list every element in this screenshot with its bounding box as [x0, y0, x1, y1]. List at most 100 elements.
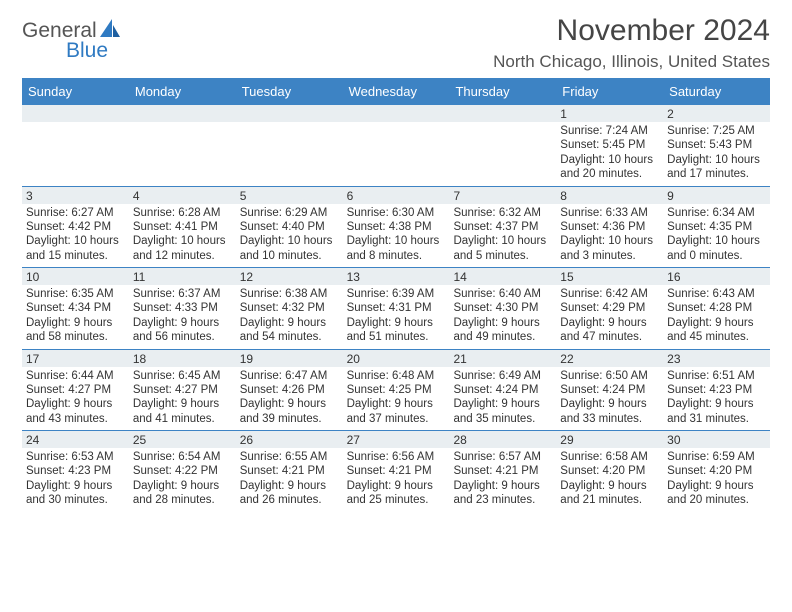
day-header-sun: Sunday — [22, 80, 129, 104]
logo: General Blue — [22, 14, 121, 61]
day-cell — [236, 105, 343, 186]
daylight-text: Daylight: 10 hours — [560, 153, 659, 167]
sunset-text: Sunset: 4:21 PM — [453, 464, 552, 478]
sunrise-text: Sunrise: 6:37 AM — [133, 287, 232, 301]
sunrise-text: Sunrise: 6:32 AM — [453, 206, 552, 220]
week-row: 1Sunrise: 7:24 AMSunset: 5:45 PMDaylight… — [22, 104, 770, 186]
sunrise-text: Sunrise: 6:38 AM — [240, 287, 339, 301]
sunrise-text: Sunrise: 6:30 AM — [347, 206, 446, 220]
daylight-text: Daylight: 9 hours — [26, 316, 125, 330]
day-content: Sunrise: 6:49 AMSunset: 4:24 PMDaylight:… — [449, 367, 556, 431]
day-header-mon: Monday — [129, 80, 236, 104]
daylight-text-2: and 25 minutes. — [347, 493, 446, 507]
day-content — [343, 122, 450, 182]
sunrise-text: Sunrise: 6:56 AM — [347, 450, 446, 464]
sunset-text: Sunset: 4:22 PM — [133, 464, 232, 478]
day-number: 2 — [663, 105, 770, 122]
daylight-text-2: and 39 minutes. — [240, 412, 339, 426]
day-cell: 21Sunrise: 6:49 AMSunset: 4:24 PMDayligh… — [449, 350, 556, 431]
daylight-text-2: and 41 minutes. — [133, 412, 232, 426]
daylight-text: Daylight: 10 hours — [667, 153, 766, 167]
day-content: Sunrise: 6:59 AMSunset: 4:20 PMDaylight:… — [663, 448, 770, 512]
day-content: Sunrise: 6:57 AMSunset: 4:21 PMDaylight:… — [449, 448, 556, 512]
daylight-text: Daylight: 9 hours — [347, 397, 446, 411]
daylight-text: Daylight: 9 hours — [667, 316, 766, 330]
day-cell: 6Sunrise: 6:30 AMSunset: 4:38 PMDaylight… — [343, 187, 450, 268]
daylight-text-2: and 56 minutes. — [133, 330, 232, 344]
daylight-text: Daylight: 9 hours — [347, 479, 446, 493]
day-cell: 26Sunrise: 6:55 AMSunset: 4:21 PMDayligh… — [236, 431, 343, 512]
daylight-text: Daylight: 10 hours — [133, 234, 232, 248]
day-number: 15 — [556, 268, 663, 285]
sunset-text: Sunset: 4:27 PM — [26, 383, 125, 397]
day-number — [22, 105, 129, 122]
daylight-text: Daylight: 9 hours — [453, 316, 552, 330]
daylight-text: Daylight: 9 hours — [133, 316, 232, 330]
sunrise-text: Sunrise: 6:50 AM — [560, 369, 659, 383]
sunset-text: Sunset: 4:26 PM — [240, 383, 339, 397]
daylight-text: Daylight: 10 hours — [560, 234, 659, 248]
day-number: 1 — [556, 105, 663, 122]
sunrise-text: Sunrise: 6:57 AM — [453, 450, 552, 464]
sunset-text: Sunset: 4:30 PM — [453, 301, 552, 315]
day-content: Sunrise: 6:35 AMSunset: 4:34 PMDaylight:… — [22, 285, 129, 349]
day-content: Sunrise: 6:48 AMSunset: 4:25 PMDaylight:… — [343, 367, 450, 431]
day-number: 27 — [343, 431, 450, 448]
day-cell: 29Sunrise: 6:58 AMSunset: 4:20 PMDayligh… — [556, 431, 663, 512]
daylight-text-2: and 3 minutes. — [560, 249, 659, 263]
day-number: 24 — [22, 431, 129, 448]
sunset-text: Sunset: 4:40 PM — [240, 220, 339, 234]
day-number — [236, 105, 343, 122]
daylight-text-2: and 12 minutes. — [133, 249, 232, 263]
sunrise-text: Sunrise: 6:54 AM — [133, 450, 232, 464]
daylight-text: Daylight: 9 hours — [26, 397, 125, 411]
sunrise-text: Sunrise: 6:35 AM — [26, 287, 125, 301]
day-number: 18 — [129, 350, 236, 367]
day-cell: 20Sunrise: 6:48 AMSunset: 4:25 PMDayligh… — [343, 350, 450, 431]
sunrise-text: Sunrise: 6:47 AM — [240, 369, 339, 383]
day-number: 21 — [449, 350, 556, 367]
sunset-text: Sunset: 4:24 PM — [453, 383, 552, 397]
day-cell: 1Sunrise: 7:24 AMSunset: 5:45 PMDaylight… — [556, 105, 663, 186]
sunset-text: Sunset: 4:20 PM — [560, 464, 659, 478]
day-content: Sunrise: 6:45 AMSunset: 4:27 PMDaylight:… — [129, 367, 236, 431]
day-number: 19 — [236, 350, 343, 367]
sunset-text: Sunset: 4:27 PM — [133, 383, 232, 397]
sunset-text: Sunset: 4:25 PM — [347, 383, 446, 397]
logo-text-blue: Blue — [22, 40, 121, 61]
day-cell — [343, 105, 450, 186]
daylight-text-2: and 37 minutes. — [347, 412, 446, 426]
day-content: Sunrise: 6:30 AMSunset: 4:38 PMDaylight:… — [343, 204, 450, 268]
day-content: Sunrise: 6:34 AMSunset: 4:35 PMDaylight:… — [663, 204, 770, 268]
day-content: Sunrise: 6:54 AMSunset: 4:22 PMDaylight:… — [129, 448, 236, 512]
calendar-page: General Blue November 2024 North Chicago… — [0, 0, 792, 522]
day-cell: 15Sunrise: 6:42 AMSunset: 4:29 PMDayligh… — [556, 268, 663, 349]
sunrise-text: Sunrise: 6:45 AM — [133, 369, 232, 383]
day-number: 6 — [343, 187, 450, 204]
day-cell: 28Sunrise: 6:57 AMSunset: 4:21 PMDayligh… — [449, 431, 556, 512]
daylight-text: Daylight: 10 hours — [240, 234, 339, 248]
daylight-text-2: and 58 minutes. — [26, 330, 125, 344]
daylight-text-2: and 23 minutes. — [453, 493, 552, 507]
day-content: Sunrise: 6:47 AMSunset: 4:26 PMDaylight:… — [236, 367, 343, 431]
sunset-text: Sunset: 4:20 PM — [667, 464, 766, 478]
day-content — [129, 122, 236, 182]
day-header-fri: Friday — [556, 80, 663, 104]
sunrise-text: Sunrise: 6:42 AM — [560, 287, 659, 301]
day-cell: 13Sunrise: 6:39 AMSunset: 4:31 PMDayligh… — [343, 268, 450, 349]
daylight-text: Daylight: 9 hours — [453, 397, 552, 411]
daylight-text-2: and 5 minutes. — [453, 249, 552, 263]
day-header-tue: Tuesday — [236, 80, 343, 104]
sunset-text: Sunset: 4:21 PM — [240, 464, 339, 478]
daylight-text-2: and 10 minutes. — [240, 249, 339, 263]
sunset-text: Sunset: 4:24 PM — [560, 383, 659, 397]
daylight-text-2: and 47 minutes. — [560, 330, 659, 344]
sunset-text: Sunset: 4:32 PM — [240, 301, 339, 315]
week-row: 24Sunrise: 6:53 AMSunset: 4:23 PMDayligh… — [22, 430, 770, 512]
day-header-sat: Saturday — [663, 80, 770, 104]
location-subtitle: North Chicago, Illinois, United States — [493, 52, 770, 72]
sunrise-text: Sunrise: 7:24 AM — [560, 124, 659, 138]
day-number: 30 — [663, 431, 770, 448]
daylight-text-2: and 30 minutes. — [26, 493, 125, 507]
sunset-text: Sunset: 4:41 PM — [133, 220, 232, 234]
